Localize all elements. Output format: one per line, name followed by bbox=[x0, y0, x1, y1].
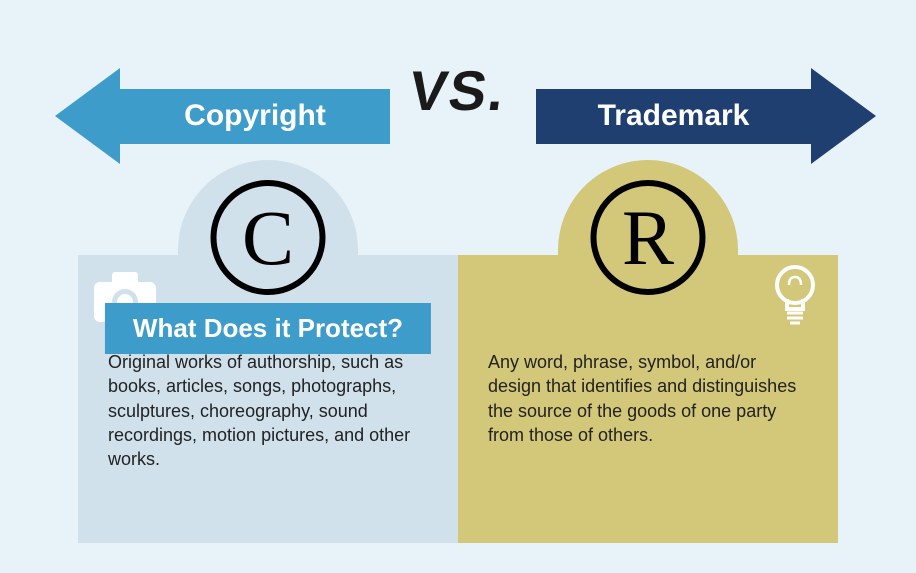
trademark-description: Any word, phrase, symbol, and/or design … bbox=[488, 350, 808, 447]
trademark-panel: R Any word, phrase, symbol, and/or desig… bbox=[458, 255, 838, 543]
header-arrows: Copyright VS. Trademark bbox=[0, 50, 916, 150]
vs-text: VS. bbox=[405, 58, 510, 123]
copyright-symbol: C bbox=[211, 180, 326, 295]
copyright-panel: C What Does it Protect? Original works o… bbox=[78, 255, 458, 543]
section-banner: What Does it Protect? bbox=[105, 303, 431, 354]
arrow-left-head bbox=[55, 68, 120, 164]
lightbulb-icon bbox=[774, 263, 816, 334]
registered-symbol: R bbox=[591, 180, 706, 295]
arrow-right-head bbox=[811, 68, 876, 164]
trademark-arrow: Trademark bbox=[536, 68, 876, 164]
copyright-arrow: Copyright bbox=[55, 68, 390, 164]
trademark-label: Trademark bbox=[536, 89, 811, 144]
copyright-description: Original works of authorship, such as bo… bbox=[108, 350, 428, 471]
copyright-label: Copyright bbox=[120, 89, 390, 144]
comparison-panels: C What Does it Protect? Original works o… bbox=[78, 255, 838, 543]
